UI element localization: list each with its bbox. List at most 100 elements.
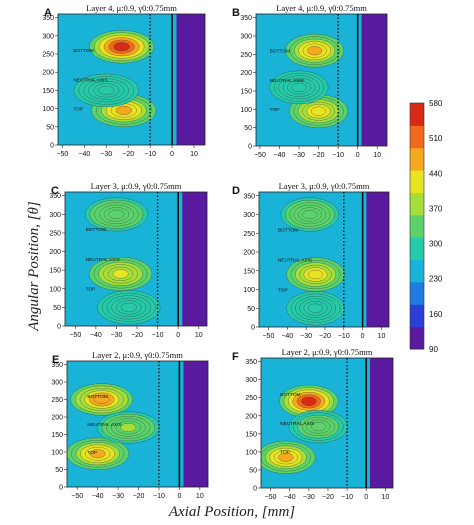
y-tick-label: 150	[243, 268, 255, 275]
contour-hotspot	[89, 30, 155, 64]
colorbar-tick-label: 230	[429, 275, 443, 284]
y-tick-label: 300	[49, 212, 61, 219]
contour-level	[115, 105, 132, 115]
x-tick-label: −20	[133, 493, 145, 500]
y-tick-label: 150	[245, 431, 257, 438]
contour-hotspot	[73, 73, 139, 107]
contour-level	[308, 269, 324, 280]
colorbar-segment	[410, 281, 424, 305]
contour-low-region	[183, 361, 208, 487]
contour-field	[65, 192, 207, 326]
x-tick-label: −50	[254, 152, 266, 159]
region-annotation: NEUTRAL AXIS	[87, 422, 121, 428]
panel-letter: F	[232, 351, 239, 363]
colorbar-segment	[410, 192, 424, 216]
colorbar-segment	[410, 103, 424, 126]
contour-hotspot	[96, 411, 160, 444]
contour-hotspot	[261, 440, 316, 474]
contour-hotspot	[279, 384, 339, 418]
x-tick-label: −30	[300, 333, 312, 340]
contour-level	[120, 302, 137, 312]
x-tick-label: −40	[281, 333, 293, 340]
y-tick-label: 50	[249, 467, 257, 474]
region-annotation: NEUTRAL AXIS	[73, 77, 107, 83]
contour-hotspot	[269, 70, 329, 105]
contour-low-region	[176, 14, 205, 145]
contour-level	[93, 395, 110, 404]
y-tick-label: 200	[245, 413, 257, 420]
contour-low-region	[366, 192, 389, 327]
x-tick-label: 10	[381, 494, 389, 501]
x-tick-label: −40	[284, 494, 296, 501]
plot-frame	[258, 191, 390, 328]
x-tick-label: −40	[78, 151, 90, 158]
x-tick-label: −40	[92, 493, 104, 500]
contour-field	[261, 358, 393, 488]
y-tick-label: 300	[243, 212, 255, 219]
contour-level	[307, 46, 323, 56]
contour-hotspot	[89, 256, 153, 291]
y-tick-label: 250	[42, 52, 54, 59]
region-annotation: NEUTRAL AXIS	[278, 257, 312, 263]
x-tick-label: 10	[373, 152, 381, 159]
x-tick-label: −20	[322, 494, 334, 501]
colorbar-segment	[410, 304, 424, 328]
y-axis-label: Angular Position, [θ]	[26, 201, 42, 332]
y-tick-label: 250	[240, 52, 252, 59]
colorbar-tick-label: 300	[429, 240, 443, 249]
panel-letter: B	[232, 7, 240, 19]
x-tick-label: 0	[356, 152, 360, 159]
contour-field	[67, 361, 208, 487]
contour-hotspot	[285, 33, 345, 68]
x-tick-label: −50	[71, 493, 83, 500]
panel-title: Layer 3, μ:0.9, γ0:0.75mm	[279, 181, 370, 191]
y-tick-label: 250	[245, 395, 257, 402]
region-annotation: BOTTOM	[73, 48, 93, 54]
colorbar: 580 510 440 370 300 230 160 90	[409, 99, 443, 354]
y-tick-label: 100	[51, 450, 63, 457]
y-tick-label: 100	[245, 449, 257, 456]
y-tick-label: 50	[55, 467, 63, 474]
colorbar-segment	[410, 237, 424, 261]
colorbar-segment	[410, 326, 424, 350]
colorbar-segment	[410, 147, 424, 171]
x-tick-label: 10	[378, 333, 386, 340]
region-annotation: TOP	[278, 287, 288, 293]
contour-hotspot	[286, 257, 345, 292]
colorbar-tick-label: 160	[429, 310, 443, 319]
x-tick-label: 0	[361, 333, 365, 340]
panel-letter: D	[232, 185, 240, 197]
region-annotation: BOTTOM	[86, 227, 106, 233]
y-tick-label: 50	[247, 306, 255, 313]
y-tick-label: 0	[59, 485, 63, 492]
contour-field	[259, 192, 389, 327]
contour-hotspot	[289, 94, 348, 128]
y-tick-label: 150	[240, 89, 252, 96]
region-annotation: BOTTOM	[280, 392, 300, 398]
contour-level	[112, 269, 129, 279]
y-tick-label: 0	[248, 144, 252, 151]
x-tick-label: −40	[90, 332, 102, 339]
panel-c: Layer 3, μ:0.9, γ0:0.75mmC05010015020025…	[49, 181, 208, 339]
y-tick-label: 0	[57, 324, 61, 331]
contour-hotspot	[286, 291, 345, 326]
y-tick-label: 0	[50, 143, 54, 150]
colorbar-frame	[409, 102, 425, 350]
y-tick-label: 150	[49, 268, 61, 275]
y-tick-label: 200	[51, 415, 63, 422]
region-annotation: TOP	[86, 287, 96, 293]
y-tick-label: 350	[243, 193, 255, 200]
y-tick-label: 300	[245, 377, 257, 384]
contour-level	[278, 452, 294, 462]
y-tick-label: 300	[42, 33, 54, 40]
x-tick-label: −50	[69, 332, 81, 339]
y-tick-label: 350	[240, 15, 252, 22]
panel-letter: E	[52, 354, 59, 366]
y-tick-label: 350	[245, 359, 257, 366]
y-tick-label: 100	[240, 107, 252, 114]
y-tick-label: 100	[42, 106, 54, 113]
panel-title: Layer 2, μ:0.9, γ0:0.75mm	[282, 347, 373, 357]
colorbar-segment	[410, 259, 424, 283]
x-tick-label: 10	[190, 151, 198, 158]
